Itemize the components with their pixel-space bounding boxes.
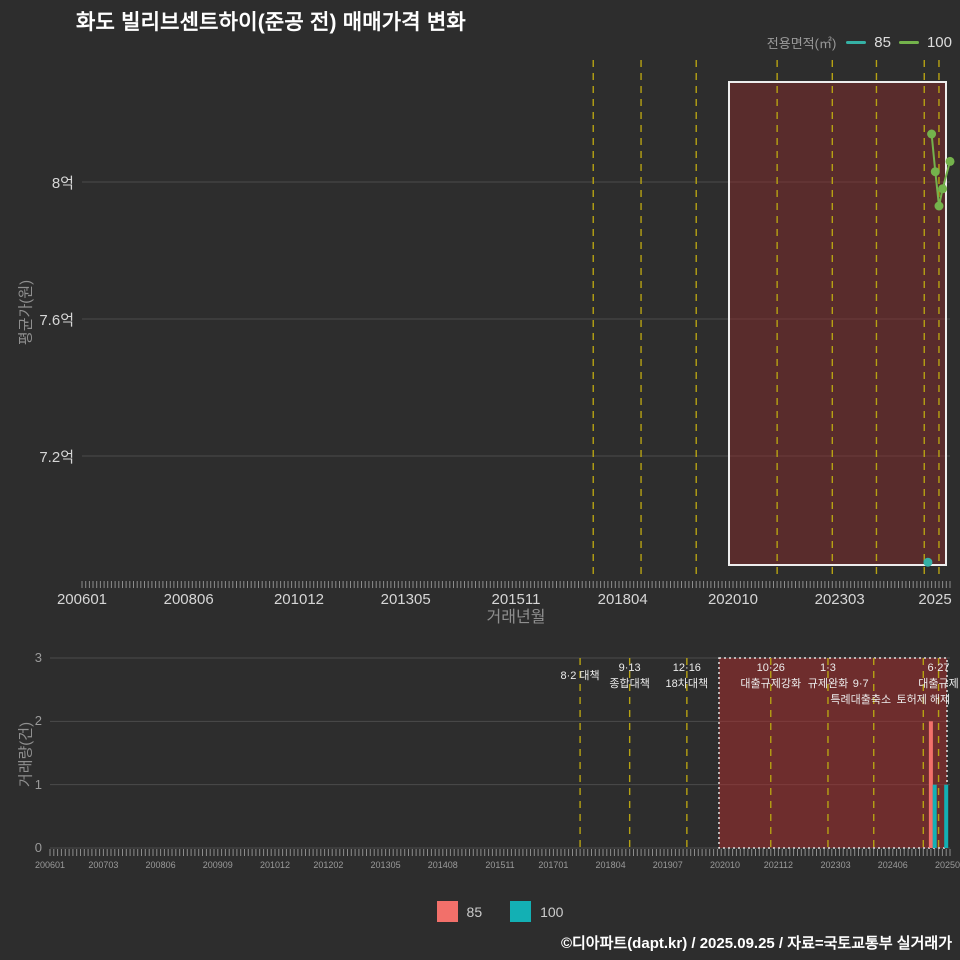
policy-annotation: 9·13 종합대책 [609, 662, 650, 690]
price-point-100 [934, 201, 944, 211]
volume-xtick-label: 202010 [709, 860, 741, 870]
volume-axis-ticks [49, 849, 951, 856]
policy-annotation: 6·27 대출규제 [918, 662, 959, 690]
price-xtick-label: 202303 [814, 591, 865, 608]
volume-legend-100[interactable]: 100 [510, 901, 563, 922]
price-point-100 [945, 156, 955, 166]
volume-ytick-label: 2 [34, 713, 42, 729]
legend-100-line-icon [898, 41, 919, 44]
volume-xtick-label: 200601 [34, 860, 66, 870]
volume-xtick-label: 201804 [595, 860, 626, 870]
copyright-footer: ©디아파트(dapt.kr) / 2025.09.25 / 자료=국토교통부 실… [560, 935, 952, 952]
price-point-100 [927, 129, 937, 139]
volume-xtick-label: 202112 [763, 860, 794, 870]
page-title: 화도 빌리브센트하이(준공 전) 매매가격 변화 [76, 11, 466, 34]
volume-xtick-label: 201408 [427, 860, 458, 870]
volume-bar-100 [944, 784, 949, 848]
volume-bar-85 [928, 721, 933, 848]
policy-annotation: 10·26 대출규제강화 [740, 662, 802, 690]
volume-xtick-label: 201202 [313, 860, 344, 870]
volume-ytick-label: 3 [34, 650, 42, 665]
policy-annotation: 12·16 18차대책 [665, 662, 709, 690]
area-legend-label: 전용면적(㎡) [766, 36, 837, 51]
policy-annotation: 토허제 해제 [896, 694, 951, 706]
volume-xtick-label: 201305 [370, 860, 401, 870]
price-xtick-label: 200601 [56, 591, 108, 608]
policy-annotation: 8·2 대책 [560, 670, 600, 682]
volume-xtick-label: 200703 [88, 860, 119, 870]
volume-xtick-label: 200806 [145, 860, 176, 870]
volume-xtick-label: 201701 [538, 860, 569, 870]
price-ytick-label: 7.6억 [39, 312, 74, 329]
price-point-100 [938, 184, 948, 194]
volume-xtick-label: 202406 [877, 860, 908, 870]
volume-bar-100 [932, 784, 937, 848]
volume-xtick-label: 202303 [820, 860, 851, 870]
area-legend: 전용면적(㎡) 85 100 [767, 33, 952, 52]
price-ytick-label: 8억 [51, 175, 74, 192]
volume-legend-100-label: 100 [540, 903, 564, 920]
volume-xtick-label: 200909 [202, 860, 233, 870]
volume-ytick-label: 1 [34, 776, 42, 792]
price-xtick-label: 201012 [273, 591, 325, 608]
volume-legend-85[interactable]: 85 [436, 901, 483, 922]
price-axis-ticks [81, 581, 951, 588]
price-xtick-label: 200806 [163, 591, 214, 608]
legend-100-swatch-icon [510, 901, 532, 922]
volume-legend-85-label: 85 [466, 903, 483, 920]
policy-annotation: 1·3 규제완화 [807, 662, 849, 690]
volume-xtick-label: 201012 [259, 860, 291, 870]
price-xtick-label: 201804 [597, 591, 648, 608]
legend-100-label[interactable]: 100 [926, 34, 952, 51]
legend-85-line-icon [846, 41, 867, 44]
x-axis-title: 거래년월 [486, 609, 546, 626]
price-ytick-label: 7.2억 [39, 449, 74, 466]
price-point-85 [923, 557, 933, 567]
price-xtick-label: 202010 [707, 591, 759, 608]
price-xtick-label: 2025 [918, 591, 952, 608]
policy-annotation: 9·7 특례대출축소 [830, 678, 892, 706]
price-xtick-label: 201305 [380, 591, 431, 608]
volume-xtick-label: 201511 [485, 860, 515, 870]
volume-ytick-label: 0 [34, 840, 42, 855]
volume-xtick-label: 201907 [652, 860, 683, 870]
price-point-100 [930, 167, 940, 177]
volume-xtick-label: 202509 [934, 860, 960, 870]
legend-85-swatch-icon [436, 901, 458, 922]
volume-highlight-region [718, 657, 948, 849]
volume-legend: 85 100 [0, 901, 960, 922]
price-xtick-label: 201511 [491, 591, 541, 608]
legend-85-label[interactable]: 85 [874, 34, 891, 51]
price-highlight-region [728, 81, 947, 566]
